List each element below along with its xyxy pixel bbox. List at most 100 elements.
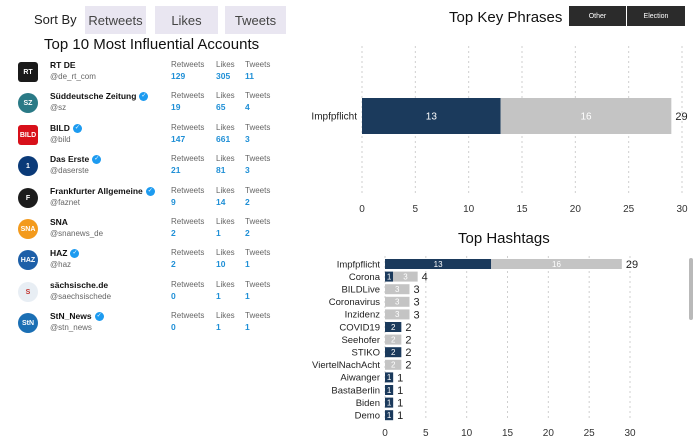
tweets-value: 11 [245,71,254,81]
account-handle: @stn_news [50,323,92,332]
likes-value: 305 [216,71,231,81]
data-label-other: 2 [391,361,396,370]
account-row[interactable]: SZ Süddeutsche Zeitung ✓ @sz Retweets 19 Likes… [0,89,300,120]
account-name[interactable]: sächsische.de [50,280,108,290]
bar-election [385,322,402,332]
data-label-other: 3 [403,272,408,281]
account-avatar: SNA [18,219,38,239]
bar-other [491,259,622,269]
filter-other-button[interactable]: Other [569,6,626,26]
account-name[interactable]: HAZ ✓ [50,248,80,258]
category-label: BILDLive [341,285,380,296]
account-handle: @daserste [50,166,89,175]
retweets-metric: Retweets 0 [171,280,204,301]
x-tick-label: 15 [502,428,514,439]
retweets-label: Retweets [171,280,205,289]
retweets-metric: Retweets 19 [171,91,204,112]
sort-retweets-button[interactable]: Retweets [85,6,146,34]
likes-label: Likes [216,311,235,320]
category-label: ViertelNachAcht [312,360,380,371]
retweets-value: 129 [171,71,186,81]
total-label: 1 [397,385,403,397]
filter-election-button[interactable]: Election [627,6,685,26]
likes-metric: Likes 10 [216,248,235,269]
x-tick-label: 30 [624,428,636,439]
account-name[interactable]: SNA [50,217,68,227]
retweets-value: 2 [171,228,176,238]
account-name[interactable]: Frankfurter Allgemeine ✓ [50,186,155,196]
bar-other [385,359,402,370]
bar-election [385,397,394,408]
total-label: 4 [422,271,428,283]
bar-election [385,347,402,358]
category-label: Seehofer [341,335,380,346]
tweets-value: 1 [245,322,250,332]
sort-by-label: Sort By [34,12,77,27]
key-phrases-chart-svg: 0 5 10 15 20 25 30 Impfpflicht 13 16 29 [311,46,688,215]
x-tick-label: 20 [570,204,582,215]
category-label: Impfpflicht [337,259,381,270]
tweets-label: Tweets [245,280,271,289]
total-label: 1 [397,410,403,422]
bar-election [362,98,501,134]
account-name[interactable]: RT DE [50,60,76,70]
retweets-value: 9 [171,197,176,207]
account-name-text: Süddeutsche Zeitung [50,91,137,101]
tweets-metric: Tweets 2 [245,186,270,207]
bar-other [385,334,402,345]
account-name[interactable]: Süddeutsche Zeitung ✓ [50,91,149,101]
account-name[interactable]: BILD ✓ [50,123,82,133]
retweets-metric: Retweets 2 [171,217,204,238]
data-label-election: 2 [391,323,396,332]
account-row[interactable]: HAZ HAZ ✓ @haz Retweets 2 Likes 10 Tweets 1 [0,246,300,277]
accounts-title: Top 10 Most Influential Accounts [44,36,260,53]
hashtags-title: Top Hashtags [458,230,550,247]
likes-metric: Likes 65 [216,91,235,112]
retweets-label: Retweets [171,311,205,320]
retweets-label: Retweets [171,186,205,195]
verified-badge-icon: ✓ [70,248,80,258]
category-label: Inzidenz [345,310,381,321]
likes-metric: Likes 1 [216,280,235,301]
bar-other [393,271,418,282]
retweets-label: Retweets [171,154,205,163]
category-label: COVID19 [339,322,380,333]
account-name[interactable]: StN_News ✓ [50,311,104,321]
account-name-text: HAZ [50,248,68,258]
account-avatar: SZ [18,93,38,113]
tweets-metric: Tweets 1 [245,311,270,332]
category-label: Coronavirus [329,297,380,308]
retweets-value: 147 [171,134,186,144]
data-label-election: 1 [387,398,392,407]
account-row[interactable]: 1 Das Erste ✓ @daserste Retweets 21 Likes 81 Twe… [0,152,300,183]
account-row[interactable]: F Frankfurter Allgemeine ✓ @faznet Retweets 9… [0,184,300,215]
retweets-metric: Retweets 129 [171,60,204,81]
likes-value: 1 [216,322,221,332]
account-row[interactable]: SNA SNA @snanews_de Retweets 2 Likes 1 Tweets 2 [0,215,300,246]
category-label: Impfpflicht [311,112,357,123]
total-label: 3 [414,284,420,296]
tweets-value: 2 [245,197,250,207]
retweets-metric: Retweets 0 [171,311,204,332]
likes-label: Likes [216,123,235,132]
account-row[interactable]: BILD BILD ✓ @bild Retweets 147 Likes 661 Tweets 3 [0,121,300,152]
account-name-text: Frankfurter Allgemeine [50,186,143,196]
likes-value: 1 [216,228,221,238]
account-row[interactable]: StN StN_News ✓ @stn_news Retweets 0 Likes 1 Twee… [0,309,300,340]
account-handle: @haz [50,260,72,269]
total-label: 2 [405,360,411,372]
account-name-text: RT DE [50,60,76,70]
x-tick-label: 30 [676,204,688,215]
hashtags-scrollbar[interactable] [689,258,693,320]
sort-likes-button[interactable]: Likes [155,6,218,34]
likes-value: 10 [216,259,226,269]
account-name[interactable]: Das Erste ✓ [50,154,102,164]
sort-tweets-button[interactable]: Tweets [225,6,286,34]
x-tick-label: 20 [543,428,555,439]
retweets-label: Retweets [171,248,205,257]
account-row[interactable]: RT RT DE @de_rt_com Retweets 129 Likes 305 Twee… [0,58,300,89]
account-name-text: BILD [50,123,70,133]
data-label-election: 1 [387,272,392,281]
tweets-label: Tweets [245,60,271,69]
